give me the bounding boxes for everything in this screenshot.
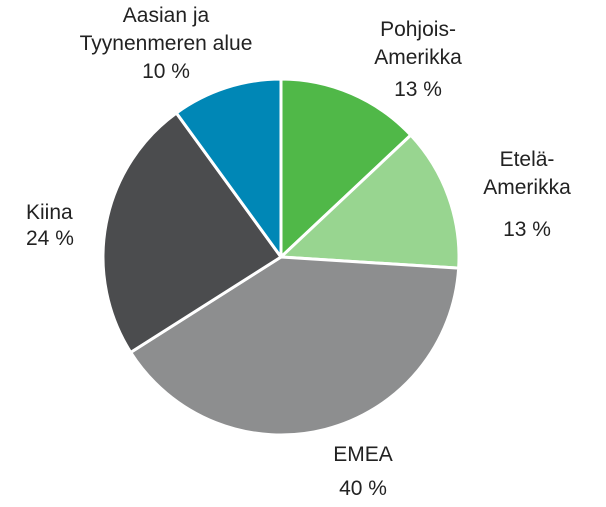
value-label: 24 %	[26, 227, 74, 250]
pie-slice	[174, 77, 283, 259]
value-label: 13 %	[503, 218, 551, 241]
pie-slice	[101, 111, 283, 354]
slice-label: Pohjois-Amerikka	[374, 18, 462, 69]
slice-label: EMEA	[333, 443, 393, 466]
slice-label: Kiina	[26, 201, 73, 224]
pie-slice	[279, 133, 461, 270]
slice-label: Etelä-Amerikka	[483, 148, 571, 199]
pie-slice	[279, 77, 413, 259]
value-label: 40 %	[339, 477, 387, 500]
value-label: 13 %	[394, 78, 442, 101]
value-label: 10 %	[142, 60, 190, 83]
slice-label: Aasian ja Tyynenmeren alue	[80, 4, 253, 55]
